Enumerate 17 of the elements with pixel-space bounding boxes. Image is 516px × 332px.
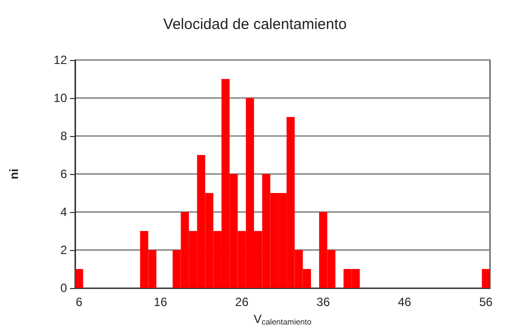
x-tick-label: 6 (76, 295, 83, 309)
y-tick-label: 8 (60, 129, 68, 143)
y-tick-label: 12 (54, 53, 68, 67)
bar (482, 269, 490, 288)
x-tick-label: 46 (398, 295, 412, 309)
x-tick-label: 56 (479, 295, 493, 309)
chart-title: Velocidad de calentamiento (163, 16, 347, 33)
y-axis-title: ni (7, 168, 21, 180)
x-tick-label: 26 (235, 295, 249, 309)
y-tick-label: 0 (60, 281, 68, 295)
y-tick-label: 6 (60, 167, 68, 181)
y-tick-label: 4 (60, 205, 68, 219)
y-tick-label: 2 (60, 243, 68, 257)
x-tick-label: 16 (154, 295, 168, 309)
bar (75, 269, 84, 288)
y-tick-label: 10 (54, 91, 68, 105)
x-tick-label: 36 (316, 295, 330, 309)
